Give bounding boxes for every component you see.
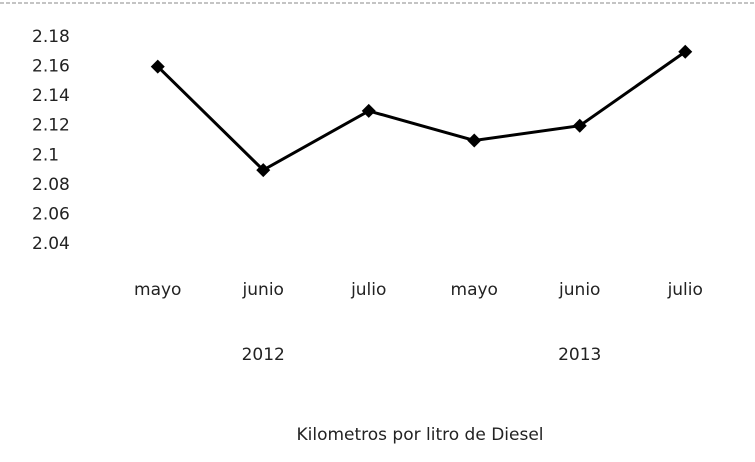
point-marker bbox=[150, 59, 165, 74]
y-tick-label: 2.1 bbox=[32, 145, 59, 165]
y-tick-label: 2.12 bbox=[32, 116, 70, 136]
y-tick-label: 2.04 bbox=[32, 234, 70, 254]
point-marker bbox=[256, 163, 271, 178]
chart-title: Kilometros por litro de Diesel bbox=[296, 425, 543, 445]
x-tick-label: mayo bbox=[134, 280, 181, 300]
y-tick-label: 2.16 bbox=[32, 57, 70, 77]
series-line bbox=[156, 50, 687, 172]
point-marker bbox=[467, 133, 482, 148]
point-marker bbox=[678, 44, 693, 59]
point-marker bbox=[361, 103, 376, 118]
y-tick-label: 2.08 bbox=[32, 175, 70, 195]
x-tick-label: junio bbox=[242, 280, 284, 300]
x-group-label: 2013 bbox=[558, 345, 601, 365]
y-tick-label: 2.14 bbox=[32, 86, 70, 106]
x-tick-label: junio bbox=[558, 280, 600, 300]
x-tick-label: julio bbox=[350, 280, 386, 300]
x-group-label: 2012 bbox=[242, 345, 285, 365]
x-tick-label: mayo bbox=[451, 280, 498, 300]
y-tick-label: 2.18 bbox=[32, 27, 70, 47]
x-tick-label: julio bbox=[667, 280, 703, 300]
point-marker bbox=[572, 118, 587, 133]
y-tick-label: 2.06 bbox=[32, 204, 70, 224]
